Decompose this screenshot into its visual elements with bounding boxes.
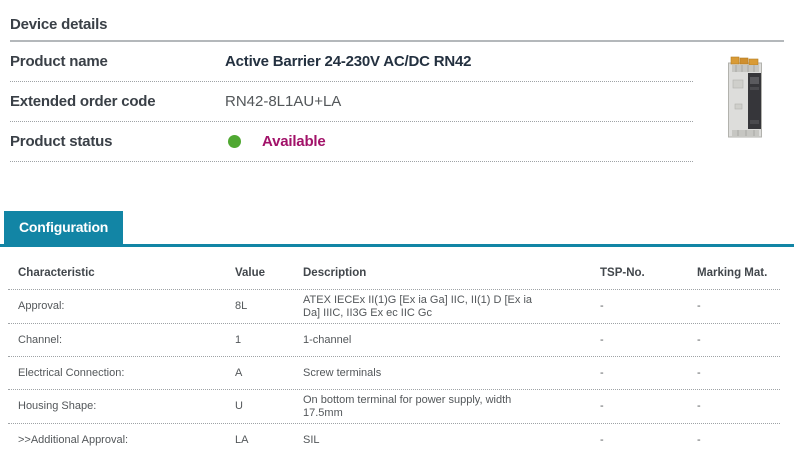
- cell-marking-mat: -: [697, 333, 701, 346]
- header-value: Value: [235, 267, 266, 279]
- cell-description: On bottom terminal for power supply, wid…: [303, 394, 512, 419]
- product-status-label: Product status: [10, 133, 113, 150]
- table-row-approval: Approval: 8L ATEX IECEx II(1)G [Ex ia Ga…: [8, 290, 780, 324]
- header-description: Description: [303, 267, 367, 279]
- configuration-section: Configuration Characteristic Value Descr…: [0, 211, 794, 457]
- status-available-dot-icon: [228, 135, 241, 148]
- extended-order-code-value: RN42-8L1AU+LA: [225, 93, 342, 110]
- table-row-electrical-connection: Electrical Connection: A Screw terminals…: [8, 357, 780, 390]
- cell-tsp-no: -: [600, 366, 604, 379]
- cell-characteristic: Electrical Connection:: [18, 366, 125, 379]
- device-details-title: Device details: [10, 16, 784, 42]
- table-row-additional-approval: >>Additional Approval: LA SIL - -: [8, 424, 780, 457]
- cell-tsp-no: -: [600, 333, 604, 346]
- din-rail-module-image: [728, 56, 762, 138]
- header-characteristic: Characteristic: [18, 267, 95, 279]
- product-name-label: Product name: [10, 53, 108, 70]
- cell-tsp-no: -: [600, 434, 604, 447]
- header-marking-mat: Marking Mat.: [697, 267, 768, 279]
- device-details-section: Device details Product name Active Barri…: [10, 16, 784, 162]
- cell-characteristic: Channel:: [18, 333, 63, 346]
- extended-order-code-row: Extended order code RN42-8L1AU+LA: [10, 82, 693, 122]
- product-name-value: Active Barrier 24-230V AC/DC RN42: [225, 53, 472, 70]
- cell-marking-mat: -: [697, 300, 701, 313]
- cell-marking-mat: -: [697, 434, 701, 447]
- cell-value: 8L: [235, 300, 248, 313]
- configuration-table: Characteristic Value Description TSP-No.…: [8, 247, 780, 457]
- cell-description: ATEX IECEx II(1)G [Ex ia Ga] IIC, II(1) …: [303, 294, 533, 319]
- product-status-value: Available: [225, 133, 693, 150]
- tab-bar: Configuration: [0, 211, 794, 247]
- cell-characteristic: Housing Shape:: [18, 400, 97, 413]
- cell-description: 1-channel: [303, 333, 352, 346]
- header-tsp-no: TSP-No.: [600, 267, 645, 279]
- cell-marking-mat: -: [697, 366, 701, 379]
- cell-tsp-no: -: [600, 300, 604, 313]
- cell-value: LA: [235, 434, 249, 447]
- table-header-row: Characteristic Value Description TSP-No.…: [8, 247, 780, 290]
- product-name-row: Product name Active Barrier 24-230V AC/D…: [10, 42, 693, 82]
- cell-value: U: [235, 400, 243, 413]
- cell-value: A: [235, 366, 243, 379]
- tab-configuration[interactable]: Configuration: [4, 211, 124, 244]
- table-row-channel: Channel: 1 1-channel - -: [8, 324, 780, 357]
- product-status-row: Product status Available: [10, 122, 693, 162]
- cell-marking-mat: -: [697, 400, 701, 413]
- cell-description: Screw terminals: [303, 366, 382, 379]
- status-available-text: Available: [262, 133, 326, 150]
- cell-description: SIL: [303, 434, 320, 447]
- cell-tsp-no: -: [600, 400, 604, 413]
- table-row-housing-shape: Housing Shape: U On bottom terminal for …: [8, 390, 780, 424]
- cell-characteristic: >>Additional Approval:: [18, 434, 129, 447]
- cell-characteristic: Approval:: [18, 300, 65, 313]
- extended-order-code-label: Extended order code: [10, 93, 156, 110]
- product-details-page: Device details Product name Active Barri…: [0, 16, 794, 470]
- device-details-rows: Product name Active Barrier 24-230V AC/D…: [10, 42, 693, 162]
- product-image: [727, 56, 767, 140]
- cell-value: 1: [235, 333, 242, 346]
